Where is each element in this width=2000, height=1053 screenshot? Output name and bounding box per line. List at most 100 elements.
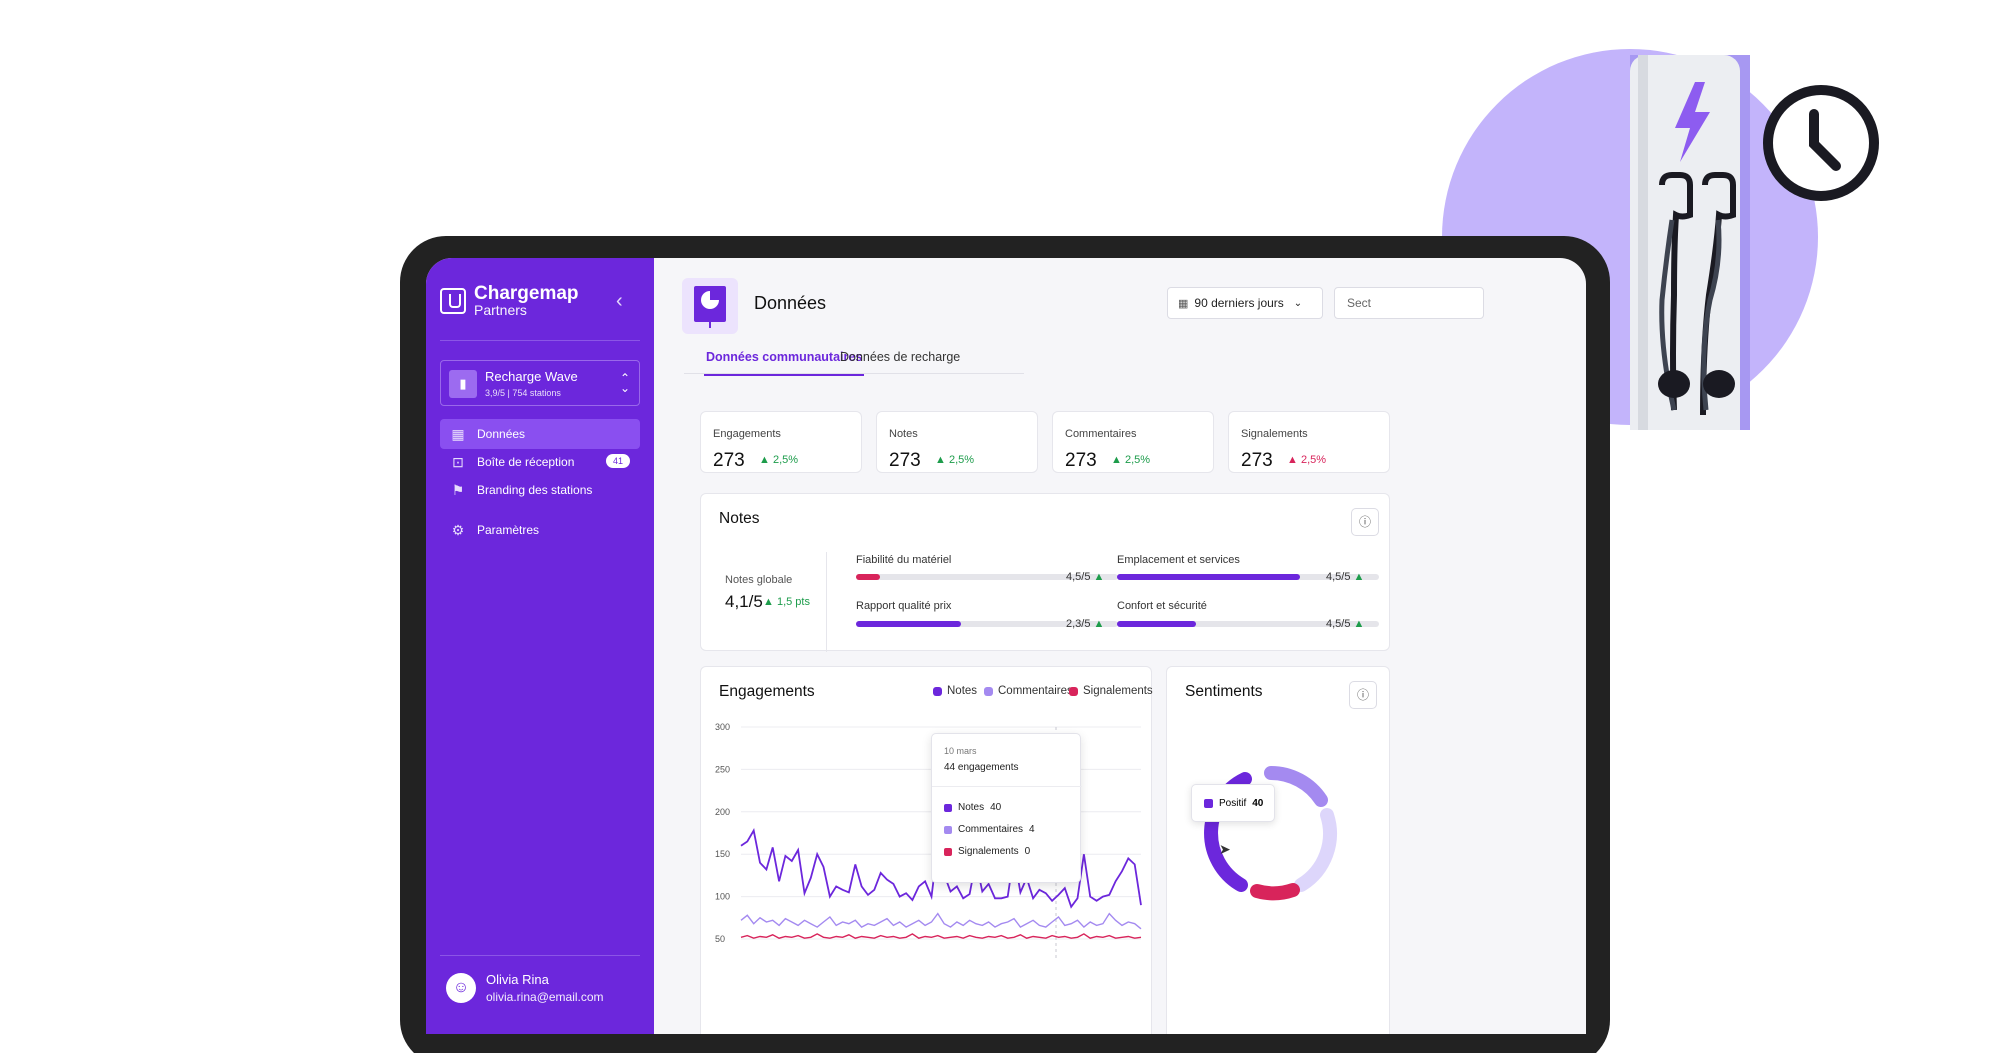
arrow-up-icon: ▲ <box>1093 571 1105 583</box>
stat-label: Notes <box>889 428 918 440</box>
sentiment-tooltip: Positif 40 <box>1191 784 1275 822</box>
metric-label: Confort et sécurité <box>1117 600 1207 612</box>
section-dropdown[interactable]: Sect <box>1334 287 1484 319</box>
tooltip-date: 10 mars <box>944 746 977 756</box>
stat-label: Engagements <box>713 428 781 440</box>
legend-notes[interactable]: Notes <box>933 685 977 697</box>
tooltip-total: 44 engagements <box>944 762 1019 773</box>
arrow-up-icon: ▲ <box>759 454 770 466</box>
cable-right-strand <box>1701 219 1722 411</box>
sidebar-item-parametres[interactable]: ⚙ Paramètres <box>440 515 640 545</box>
sidebar-item-label: Branding des stations <box>477 483 593 497</box>
cursor-icon: ➤ <box>1219 841 1231 857</box>
y-tick-label: 100 <box>715 892 730 902</box>
metric-bar-fill <box>856 574 880 580</box>
stat-label: Commentaires <box>1065 428 1137 440</box>
series-line-signalements <box>740 933 1142 939</box>
inbox-count-badge: 41 <box>605 454 630 468</box>
chevron-left-icon[interactable]: ‹ <box>616 290 623 312</box>
station-body <box>1630 55 1740 430</box>
chevron-down-icon: ⌄ <box>1293 297 1303 309</box>
tab-underline <box>684 373 1024 374</box>
positive-swatch <box>1204 798 1213 808</box>
metric-bar-fill <box>1117 621 1196 627</box>
info-icon[interactable]: ⓘ <box>1349 681 1377 709</box>
stat-delta: ▲ 2,5% <box>935 454 975 466</box>
stat-card-engagements[interactable]: Engagements 273 ▲ 2,5% <box>700 411 862 473</box>
global-note-delta: ▲ 1,5 pts <box>763 596 810 608</box>
sidebar-divider <box>440 340 640 341</box>
stat-card-signalements[interactable]: Signalements 273 ▲ 2,5% <box>1228 411 1390 473</box>
donut-segment-neutral <box>1264 766 1328 807</box>
stat-card-commentaires[interactable]: Commentaires 273 ▲ 2,5% <box>1052 411 1214 473</box>
arrow-up-icon: ▲ <box>1353 571 1365 583</box>
notes-title: Notes <box>719 510 760 527</box>
app-screen: Chargemap Partners ‹ ▮ Recharge Wave 3,9… <box>426 258 1586 1034</box>
page-icon <box>682 278 738 334</box>
station-edge <box>1638 55 1648 430</box>
engagements-line-chart[interactable]: 300 250 200 150 100 50 <box>701 667 1153 1034</box>
stat-value: 273 <box>713 450 745 471</box>
user-profile[interactable]: ☺ Olivia Rina olivia.rina@email.com <box>446 972 604 1004</box>
tooltip-row-notes: Notes 40 <box>944 802 1001 813</box>
legend-swatch <box>933 686 942 696</box>
series-line-commentaires <box>740 912 1142 930</box>
building-icon: ▮ <box>449 370 477 398</box>
brand-name: Chargemap <box>474 283 579 304</box>
sidebar: Chargemap Partners ‹ ▮ Recharge Wave 3,9… <box>426 258 654 1034</box>
sentiments-title: Sentiments <box>1185 683 1263 700</box>
metric-score: 4,5/5 ▲ <box>1066 571 1105 583</box>
metric-score: 4,5/5 ▲ <box>1326 618 1365 630</box>
sidebar-item-branding[interactable]: ⚑ Branding des stations <box>440 475 640 505</box>
avatar: ☺ <box>446 973 476 1003</box>
user-name: Olivia Rina <box>486 972 549 987</box>
metric-bar <box>856 574 1118 580</box>
metric-score: 4,5/5 ▲ <box>1326 571 1365 583</box>
clock-hands <box>1809 109 1841 171</box>
date-range-label: 90 derniers jours <box>1194 296 1284 310</box>
donut-segment-negative <box>1250 883 1300 901</box>
info-icon[interactable]: ⓘ <box>1351 508 1379 536</box>
brand[interactable]: Chargemap Partners <box>440 284 579 317</box>
stat-delta: ▲ 2,5% <box>1287 454 1327 466</box>
y-tick-label: 200 <box>715 807 730 817</box>
org-name: Recharge Wave <box>485 369 578 384</box>
global-note-value: 4,1/5 <box>725 592 763 611</box>
legend-swatch <box>1069 686 1078 696</box>
y-tick-label: 300 <box>715 722 730 732</box>
sidebar-item-inbox[interactable]: ⊡ Boîte de réception 41 <box>440 447 640 477</box>
notes-separator <box>826 552 827 652</box>
y-tick-label: 250 <box>715 764 730 774</box>
metric-bar <box>1117 574 1379 580</box>
sentiments-card: Sentiments ⓘ Positif 40 ➤ <box>1166 666 1390 1034</box>
brand-sub: Partners <box>474 302 527 318</box>
y-tick-label: 150 <box>715 849 730 859</box>
metric-bar-fill <box>856 621 961 627</box>
user-email: olivia.rina@email.com <box>486 990 604 1004</box>
chart-icon: ▦ <box>451 425 465 442</box>
main-content: Données ▦ 90 derniers jours ⌄ Sect Donné… <box>654 258 1586 1034</box>
flag-icon: ⚑ <box>451 481 465 498</box>
plug-right-icon <box>1703 370 1735 398</box>
clock-icon <box>1763 85 1879 201</box>
calendar-icon: ▦ <box>1178 297 1189 310</box>
metric-bar <box>1117 621 1379 627</box>
chevron-updown-icon: ⌃ ⌄ <box>619 371 630 395</box>
tab-donnees-communautaires[interactable]: Données communautaires <box>704 350 865 376</box>
org-selector[interactable]: ▮ Recharge Wave 3,9/5 | 754 stations ⌃ ⌄ <box>440 360 640 406</box>
legend-commentaires[interactable]: Commentaires <box>984 685 1073 697</box>
sidebar-item-donnees[interactable]: ▦ Données <box>440 419 640 449</box>
stat-delta: ▲ 2,5% <box>759 454 799 466</box>
cable-left-icon <box>1659 172 1693 411</box>
date-range-dropdown[interactable]: ▦ 90 derniers jours ⌄ <box>1167 287 1323 319</box>
metric-bar <box>856 621 1118 627</box>
tooltip-row-signalements: Signalements 0 <box>944 846 1030 857</box>
sidebar-item-label: Boîte de réception <box>477 455 575 469</box>
legend-signalements[interactable]: Signalements <box>1069 685 1153 697</box>
stat-card-notes[interactable]: Notes 273 ▲ 2,5% <box>876 411 1038 473</box>
arrow-up-icon: ▲ <box>1353 618 1365 630</box>
inbox-icon: ⊡ <box>452 453 464 470</box>
tab-donnees-recharge[interactable]: Données de recharge <box>840 350 961 364</box>
stat-delta: ▲ 2,5% <box>1111 454 1151 466</box>
